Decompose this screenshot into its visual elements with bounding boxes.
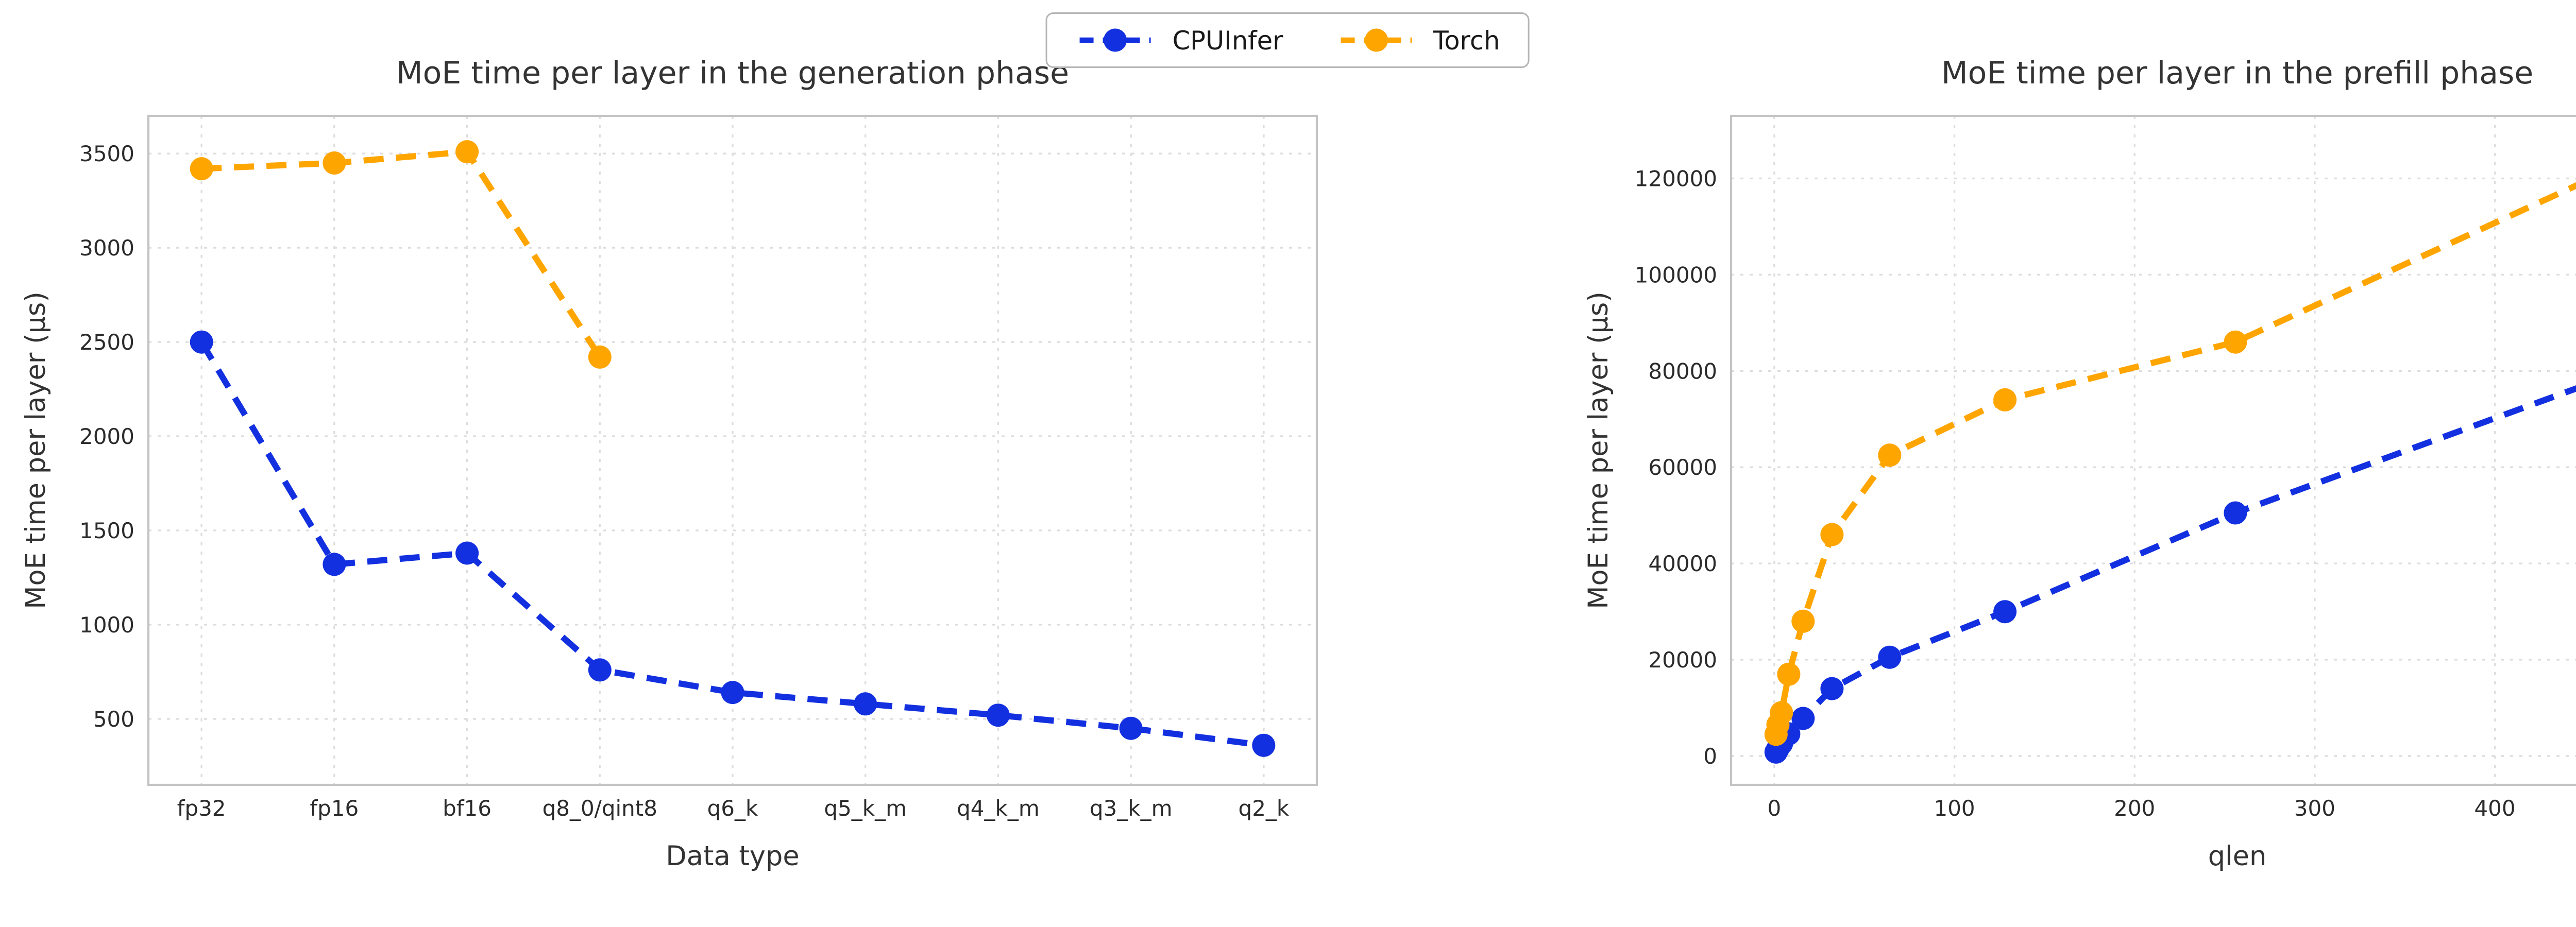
svg-text:1500: 1500	[79, 518, 134, 543]
chart-prefill-phase: MoE time per layer in the prefill phase …	[1345, 0, 2576, 927]
svg-text:200: 200	[2114, 796, 2155, 821]
svg-text:q5_k_m: q5_k_m	[824, 796, 907, 821]
svg-text:fp16: fp16	[310, 796, 359, 821]
svg-text:500: 500	[93, 707, 134, 732]
chart-generation-phase: MoE time per layer in the generation pha…	[22, 54, 1318, 873]
prefill-x-axis-label: qlen	[2208, 842, 2267, 873]
svg-text:3000: 3000	[79, 235, 134, 261]
prefill-chart-title: MoE time per layer in the prefill phase	[1941, 54, 2534, 91]
legend-item-torch: Torch	[1335, 25, 1500, 56]
svg-text:q3_k_m: q3_k_m	[1090, 796, 1173, 821]
cpuinfer-line-marker-icon	[1079, 28, 1151, 52]
svg-text:q6_k: q6_k	[707, 796, 758, 821]
legend-label-cpuinfer: CPUInfer	[1172, 25, 1283, 55]
svg-text:q4_k_m: q4_k_m	[957, 796, 1040, 821]
svg-text:40000: 40000	[1648, 551, 1717, 576]
generation-x-axis-label: Data type	[666, 842, 800, 873]
svg-text:400: 400	[2474, 796, 2515, 821]
legend-label-torch: Torch	[1433, 25, 1500, 55]
svg-text:2000: 2000	[79, 424, 134, 449]
generation-plot-area: 500 1000 1500 2000 2500 3000 3500 fp32 fp16 bf16 q…	[79, 114, 1318, 821]
prefill-y-axis-label: MoE time per layer (µs)	[1584, 291, 1615, 609]
svg-text:60000: 60000	[1648, 455, 1717, 480]
svg-text:1000: 1000	[79, 612, 134, 638]
svg-text:120000: 120000	[1635, 166, 1717, 191]
svg-text:q8_0/qint8: q8_0/qint8	[543, 796, 657, 821]
legend-item-cpuinfer: CPUInfer	[1075, 25, 1283, 56]
generation-chart-title: MoE time per layer in the generation pha…	[396, 54, 1070, 91]
svg-text:fp32: fp32	[177, 796, 226, 821]
svg-text:20000: 20000	[1648, 647, 1717, 673]
svg-text:2500: 2500	[79, 330, 134, 355]
torch-line-marker-icon	[1340, 28, 1412, 52]
svg-text:0: 0	[1768, 796, 1782, 821]
svg-text:100: 100	[1934, 796, 1975, 821]
svg-text:80000: 80000	[1648, 358, 1717, 384]
svg-text:0: 0	[1703, 744, 1717, 769]
svg-text:3500: 3500	[79, 141, 134, 166]
svg-text:300: 300	[2294, 796, 2335, 821]
legend: CPUInfer Torch	[1045, 12, 1530, 68]
svg-text:bf16: bf16	[443, 796, 492, 821]
prefill-plot-area: 0 20000 40000 60000 80000 100000 120000 0 100 200…	[1635, 114, 2576, 821]
svg-text:q2_k: q2_k	[1239, 796, 1290, 821]
generation-y-axis-label: MoE time per layer (µs)	[22, 291, 53, 609]
svg-text:100000: 100000	[1635, 262, 1717, 287]
